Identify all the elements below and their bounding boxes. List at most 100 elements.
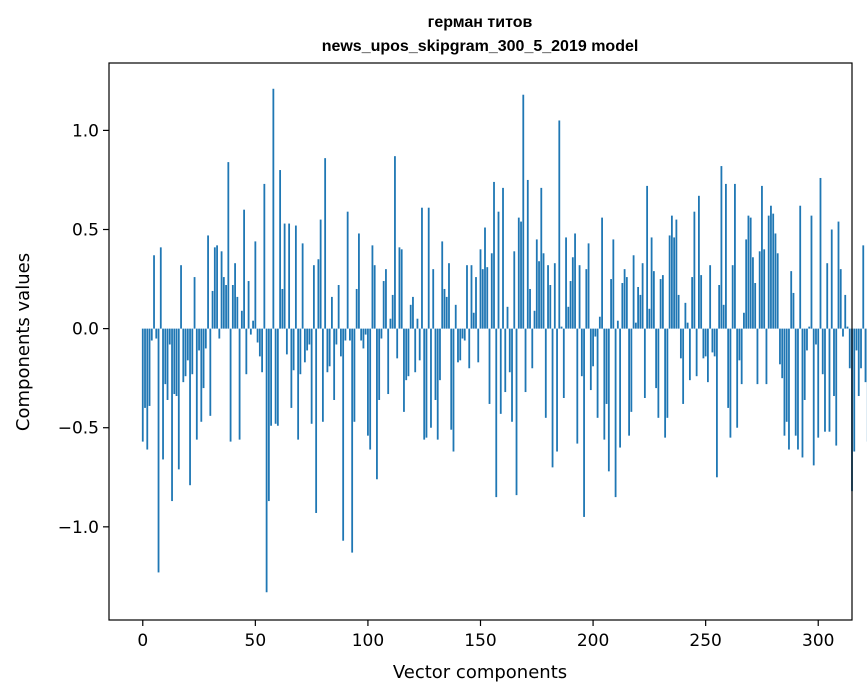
- bar-75: [310, 328, 313, 424]
- bar-117: [405, 328, 408, 381]
- bar-20: [186, 328, 189, 361]
- bar-163: [508, 328, 511, 373]
- bar-244: [691, 277, 694, 329]
- bar-169: [522, 94, 525, 329]
- bar-3: [148, 328, 151, 406]
- bar-314: [848, 328, 851, 369]
- bar-17: [180, 265, 182, 329]
- bar-170: [524, 328, 527, 393]
- bar-240: [682, 328, 685, 404]
- bar-118: [407, 328, 410, 377]
- bar-135: [445, 296, 448, 329]
- bar-302: [821, 328, 824, 375]
- bar-270: [749, 217, 752, 329]
- bar-311: [842, 328, 844, 337]
- bar-7: [157, 328, 160, 573]
- bar-184: [556, 328, 558, 452]
- bar-138: [452, 328, 455, 452]
- bar-38: [227, 162, 230, 329]
- bar-101: [369, 328, 372, 450]
- bar-59: [274, 328, 277, 424]
- bar-28: [204, 328, 207, 349]
- bar-288: [790, 271, 793, 329]
- bar-86: [335, 328, 338, 345]
- bar-73: [306, 328, 309, 351]
- bar-172: [529, 288, 531, 329]
- bar-157: [495, 328, 498, 498]
- bar-278: [767, 215, 770, 329]
- bar-241: [684, 302, 687, 329]
- bar-90: [344, 328, 347, 341]
- bar-192: [574, 233, 576, 329]
- bar-239: [679, 328, 682, 359]
- bar-243: [688, 328, 691, 381]
- bar-141: [459, 328, 462, 361]
- bar-281: [774, 233, 777, 329]
- y-axis-ticks: −1.0 −0.5 0.0 0.5 1.0: [58, 121, 109, 538]
- bar-79: [319, 219, 322, 329]
- plot-frame: [108, 62, 853, 621]
- bar-series: [141, 88, 867, 593]
- bar-275: [761, 185, 763, 329]
- bar-142: [461, 328, 464, 339]
- bar-106: [380, 328, 383, 339]
- bar-191: [571, 257, 574, 329]
- bar-72: [303, 328, 306, 363]
- bar-82: [326, 328, 329, 373]
- bar-65: [288, 223, 291, 329]
- bar-48: [249, 328, 252, 335]
- bar-250: [704, 328, 707, 357]
- bar-143: [463, 328, 466, 341]
- bar-155: [490, 253, 493, 329]
- bar-316: [853, 328, 856, 452]
- bar-300: [817, 328, 820, 438]
- bar-173: [531, 328, 534, 369]
- x-tick-label: 0: [137, 631, 148, 651]
- bar-226: [650, 237, 653, 329]
- bar-304: [826, 263, 829, 329]
- bar-238: [677, 294, 680, 329]
- bar-228: [655, 328, 658, 389]
- bar-105: [378, 328, 381, 400]
- bar-32: [213, 247, 216, 329]
- bar-87: [337, 285, 340, 329]
- x-axis-ticks: 0 50 100 150 200 250 300: [137, 620, 834, 651]
- bar-266: [740, 328, 743, 385]
- bar-185: [558, 120, 561, 329]
- bar-16: [177, 328, 180, 470]
- bar-51: [256, 328, 259, 343]
- y-tick-label: −1.0: [58, 518, 99, 538]
- bar-264: [736, 328, 739, 428]
- bar-321: [864, 328, 867, 383]
- bar-102: [371, 245, 374, 329]
- bar-139: [454, 304, 457, 329]
- bar-277: [765, 328, 768, 385]
- bar-137: [450, 328, 453, 430]
- bar-119: [409, 304, 412, 329]
- bar-78: [317, 259, 320, 329]
- bar-248: [700, 275, 703, 329]
- bar-125: [423, 328, 426, 440]
- bar-279: [770, 205, 772, 329]
- bar-187: [562, 328, 565, 398]
- bar-122: [416, 318, 419, 329]
- bar-283: [779, 328, 781, 365]
- bar-33: [216, 245, 218, 329]
- bar-5: [153, 255, 155, 329]
- bar-301: [819, 177, 822, 329]
- bar-178: [542, 253, 545, 329]
- bar-287: [788, 328, 790, 450]
- bar-162: [506, 306, 509, 329]
- bar-161: [504, 328, 507, 393]
- bar-242: [686, 322, 689, 329]
- bar-252: [709, 265, 712, 329]
- bar-235: [670, 215, 673, 329]
- bar-167: [517, 217, 520, 329]
- bar-303: [824, 328, 826, 432]
- bar-273: [756, 328, 759, 385]
- bar-29: [207, 235, 209, 329]
- bar-295: [806, 328, 808, 351]
- bar-306: [830, 229, 833, 329]
- bar-97: [360, 328, 363, 341]
- bar-92: [349, 328, 351, 341]
